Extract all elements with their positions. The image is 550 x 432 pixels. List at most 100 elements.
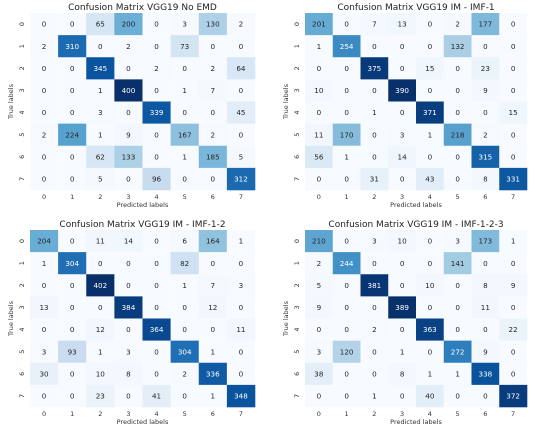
heatmap-cell bbox=[443, 340, 472, 364]
heatmap-cell bbox=[305, 79, 334, 102]
heatmap-cell bbox=[142, 274, 171, 297]
cell-value-label: 0 bbox=[511, 130, 516, 139]
heatmap-cell bbox=[388, 13, 417, 36]
heatmap-cell bbox=[170, 35, 200, 58]
heatmap-cell bbox=[388, 384, 417, 408]
cell-value-label: 312 bbox=[234, 175, 248, 184]
x-tick-label: 7 bbox=[239, 193, 243, 201]
cell-value-label: 0 bbox=[483, 42, 488, 51]
cell-value-label: 363 bbox=[423, 325, 437, 334]
cell-value-label: 0 bbox=[428, 86, 433, 95]
heatmap-cell bbox=[416, 318, 445, 341]
cell-value-label: 201 bbox=[312, 20, 326, 29]
x-tick-label: 1 bbox=[70, 410, 74, 418]
heatmap-cell bbox=[170, 340, 200, 364]
cell-value-label: 0 bbox=[344, 64, 349, 73]
heatmap-cell bbox=[198, 167, 228, 191]
heatmap-cell bbox=[114, 123, 143, 147]
cell-value-label: 0 bbox=[455, 86, 460, 95]
cell-value-label: 0 bbox=[154, 347, 159, 356]
heatmap-cell bbox=[30, 318, 59, 341]
cell-value-label: 0 bbox=[428, 303, 433, 312]
x-tick-label: 7 bbox=[511, 410, 515, 418]
x-tick-label: 7 bbox=[239, 410, 243, 418]
heatmap-cell bbox=[305, 167, 334, 191]
heatmap-cell bbox=[388, 35, 417, 58]
chart-title: Confusion Matrix VGG19 IM - IMF-1-2 bbox=[59, 220, 225, 230]
cell-value-label: 254 bbox=[340, 42, 354, 51]
heatmap-cell bbox=[58, 167, 87, 191]
x-axis-label: Predicted labels bbox=[117, 201, 169, 209]
heatmap-cell bbox=[416, 57, 445, 80]
x-tick-label: 2 bbox=[98, 410, 102, 418]
cell-value-label: 0 bbox=[182, 325, 187, 334]
x-tick-label: 4 bbox=[428, 193, 432, 201]
cell-value-label: 0 bbox=[428, 42, 433, 51]
heatmap-cell bbox=[170, 318, 200, 341]
heatmap-cell bbox=[332, 318, 361, 341]
cell-value-label: 2 bbox=[126, 42, 131, 51]
cell-value-label: 0 bbox=[98, 259, 103, 268]
heatmap-cell bbox=[86, 167, 115, 191]
cell-value-label: 133 bbox=[122, 152, 136, 161]
x-tick-label: 5 bbox=[456, 193, 460, 201]
heatmap-cell bbox=[170, 296, 200, 319]
heatmap-cell bbox=[198, 13, 228, 36]
cell-value-label: 1 bbox=[317, 42, 322, 51]
cell-value-label: 173 bbox=[479, 237, 493, 246]
heatmap-cell bbox=[471, 274, 500, 297]
cell-value-label: 0 bbox=[239, 347, 244, 356]
heatmap-cell bbox=[416, 79, 445, 102]
heatmap-cell bbox=[388, 57, 417, 80]
cell-value-label: 30 bbox=[39, 369, 49, 378]
cell-value-label: 364 bbox=[150, 325, 164, 334]
cell-value-label: 2 bbox=[483, 130, 488, 139]
heatmap-cell bbox=[499, 230, 528, 253]
cell-value-label: 93 bbox=[68, 347, 77, 356]
cell-value-label: 0 bbox=[70, 86, 75, 95]
heatmap-cell bbox=[86, 296, 115, 319]
cell-value-label: 0 bbox=[344, 108, 349, 117]
cell-value-label: 2 bbox=[317, 259, 322, 268]
cell-value-label: 0 bbox=[239, 86, 244, 95]
heatmap-cell bbox=[499, 296, 528, 319]
heatmap-cell bbox=[471, 101, 500, 124]
heatmap-cell bbox=[58, 57, 87, 80]
cell-value-label: 310 bbox=[65, 42, 79, 51]
cell-value-label: 9 bbox=[483, 347, 488, 356]
cell-value-label: 0 bbox=[70, 325, 75, 334]
cell-value-label: 0 bbox=[344, 237, 349, 246]
cell-value-label: 0 bbox=[483, 392, 488, 401]
heatmap-cell bbox=[416, 230, 445, 253]
heatmap-cell bbox=[58, 79, 87, 102]
heatmap-cell bbox=[443, 296, 472, 319]
cell-value-label: 7 bbox=[211, 86, 216, 95]
cell-value-label: 11 bbox=[481, 303, 490, 312]
cell-value-label: 2 bbox=[42, 42, 47, 51]
cell-value-label: 5 bbox=[317, 281, 322, 290]
heatmap-cell bbox=[360, 167, 389, 191]
x-tick-label: 2 bbox=[372, 193, 376, 201]
heatmap-cell bbox=[58, 13, 87, 36]
heatmap-cell bbox=[499, 101, 528, 124]
cell-value-label: 1 bbox=[344, 152, 349, 161]
cell-value-label: 0 bbox=[372, 259, 377, 268]
heatmap-cell bbox=[30, 252, 59, 275]
cell-value-label: 0 bbox=[154, 281, 159, 290]
heatmap-cell bbox=[86, 274, 115, 297]
heatmap-cell bbox=[114, 101, 143, 124]
heatmap-cell bbox=[471, 252, 500, 275]
heatmap-cell bbox=[443, 167, 472, 191]
heatmap-cell bbox=[416, 252, 445, 275]
cell-value-label: 64 bbox=[236, 64, 246, 73]
cell-value-label: 2 bbox=[182, 369, 187, 378]
heatmap-cell bbox=[114, 57, 143, 80]
cell-value-label: 0 bbox=[211, 259, 216, 268]
cell-value-label: 3 bbox=[400, 130, 405, 139]
heatmap-cell bbox=[499, 252, 528, 275]
cell-value-label: 0 bbox=[154, 259, 159, 268]
heatmap-cell bbox=[86, 35, 115, 58]
cell-value-label: 0 bbox=[428, 237, 433, 246]
cell-value-label: 0 bbox=[42, 325, 47, 334]
heatmap-cell bbox=[86, 79, 115, 102]
